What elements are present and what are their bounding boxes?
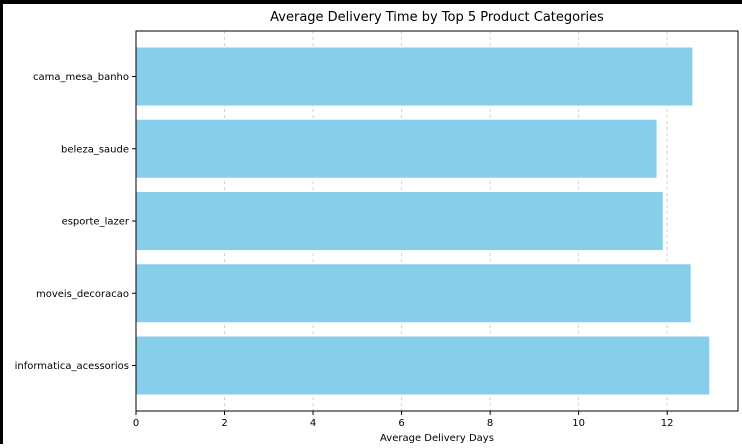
x-tick-label: 4 [310,418,316,429]
y-tick-label: beleza_saude [61,144,129,155]
x-tick-label: 2 [221,418,227,429]
bar-chart: Average Delivery Time by Top 5 Product C… [15,10,739,444]
x-axis-label: Average Delivery Days [380,433,494,444]
bar-moveis_decoracao [136,264,691,323]
x-tick-label: 0 [133,418,139,429]
chart-title: Average Delivery Time by Top 5 Product C… [270,10,604,25]
y-tick-label: informatica_acessorios [15,361,129,372]
bars [136,47,710,395]
y-tick-label: cama_mesa_banho [33,72,129,83]
bar-beleza_saude [136,119,657,178]
bar-esporte_lazer [136,192,663,250]
x-tick-label: 12 [661,418,674,429]
y-tick-label: moveis_decoracao [36,289,129,300]
y-tick-label: esporte_lazer [62,217,130,228]
x-axis-ticks: 0 2 4 6 8 10 12 [133,411,674,429]
bar-informatica_acessorios [136,336,710,395]
x-tick-label: 10 [572,418,585,429]
bar-cama_mesa_banho [136,47,693,106]
y-axis-ticks: cama_mesa_banho beleza_saude esporte_lazer… [15,72,136,372]
x-tick-label: 6 [398,418,404,429]
x-tick-label: 8 [487,418,493,429]
